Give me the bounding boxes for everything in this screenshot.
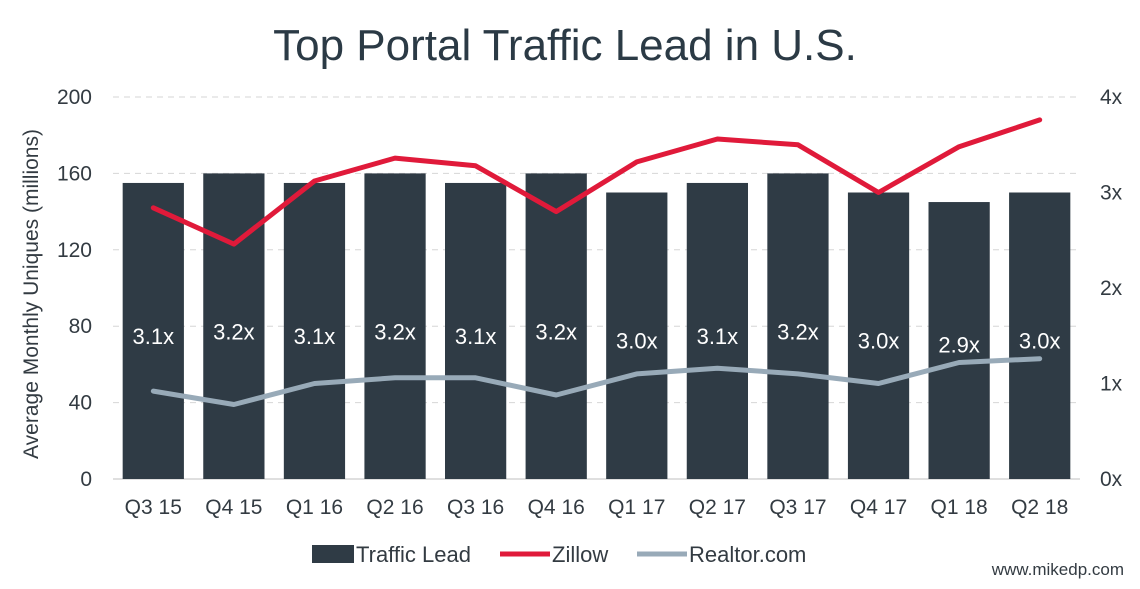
bar-traffic-lead — [203, 173, 265, 479]
x-tick-label: Q3 15 — [125, 496, 182, 519]
bar-traffic-lead — [364, 173, 426, 479]
legend-label: Zillow — [552, 542, 608, 567]
bar-traffic-lead — [445, 182, 507, 479]
legend-label: Traffic Lead — [356, 542, 471, 567]
x-tick-label: Q3 16 — [447, 496, 504, 519]
bar-traffic-lead — [928, 202, 990, 480]
x-tick-label: Q2 17 — [689, 496, 746, 519]
x-tick-label: Q2 16 — [366, 496, 423, 519]
line-realtor-com — [150, 356, 1043, 407]
series-lines — [150, 117, 1043, 407]
bar-traffic-lead — [686, 182, 748, 479]
bar-traffic-lead — [1009, 192, 1071, 479]
x-tick-label: Q4 16 — [528, 496, 585, 519]
data-labels: 3.1x 3.2x 3.1x 3.2x 3.1x 3.2x 3.0x 3.1x 3.2x 3.0x… — [132, 320, 1060, 358]
watermark: www.mikedp.com — [991, 560, 1124, 579]
y-tick-label: 120 — [57, 239, 92, 262]
data-label: 3.1x — [132, 324, 174, 349]
data-label: 3.2x — [535, 320, 577, 345]
y2-tick-label: 4x — [1100, 86, 1123, 109]
x-tick-label: Q1 16 — [286, 496, 343, 519]
bar-traffic-lead — [606, 192, 668, 479]
y2-tick-label: 2x — [1100, 277, 1123, 300]
data-label: 3.1x — [697, 324, 739, 349]
line-zillow — [150, 117, 1043, 247]
data-label: 3.0x — [616, 328, 658, 353]
x-tick-label: Q1 18 — [931, 496, 988, 519]
x-tick-label: Q3 17 — [769, 496, 826, 519]
y2-tick-label: 3x — [1100, 182, 1123, 205]
y-tick-label: 40 — [69, 392, 92, 415]
y-tick-label: 0 — [80, 468, 92, 491]
data-label: 3.0x — [1019, 328, 1061, 353]
gridlines — [113, 96, 1080, 480]
data-label: 2.9x — [938, 333, 980, 358]
y2-tick-label: 1x — [1100, 373, 1123, 396]
bar-traffic-lead — [525, 173, 587, 479]
data-label: 3.2x — [777, 320, 819, 345]
legend-label: Realtor.com — [689, 542, 806, 567]
y-tick-label: 160 — [57, 162, 92, 185]
legend-swatch-traffic-lead — [312, 545, 354, 563]
y2-tick-label: 0x — [1100, 468, 1123, 491]
data-label: 3.1x — [294, 324, 336, 349]
bar-traffic-lead — [122, 182, 184, 479]
x-tick-label: Q4 17 — [850, 496, 907, 519]
data-label: 3.2x — [213, 320, 255, 345]
y-axis-ticks: 0 40 80 120 160 200 — [57, 86, 92, 491]
y-tick-label: 200 — [57, 86, 92, 109]
bar-traffic-lead — [283, 182, 346, 479]
y2-axis-ticks: 0x 1x 2x 3x 4x — [1100, 86, 1123, 491]
chart-title: Top Portal Traffic Lead in U.S. — [273, 21, 857, 70]
y-axis-label: Average Monthly Uniques (millions) — [20, 129, 43, 459]
x-tick-label: Q2 18 — [1011, 496, 1068, 519]
bars — [122, 173, 1071, 480]
data-label: 3.2x — [374, 320, 416, 345]
bar-traffic-lead — [767, 173, 829, 479]
x-axis-ticks: Q3 15 Q4 15 Q1 16 Q2 16 Q3 16 Q4 16 Q1 17 Q2 17… — [125, 496, 1069, 519]
x-tick-label: Q4 15 — [205, 496, 262, 519]
x-tick-label: Q1 17 — [608, 496, 665, 519]
legend: Traffic Lead Zillow Realtor.com — [312, 542, 806, 567]
y-tick-label: 80 — [69, 315, 92, 338]
data-label: 3.0x — [858, 328, 900, 353]
bar-traffic-lead — [847, 192, 910, 479]
data-label: 3.1x — [455, 324, 497, 349]
